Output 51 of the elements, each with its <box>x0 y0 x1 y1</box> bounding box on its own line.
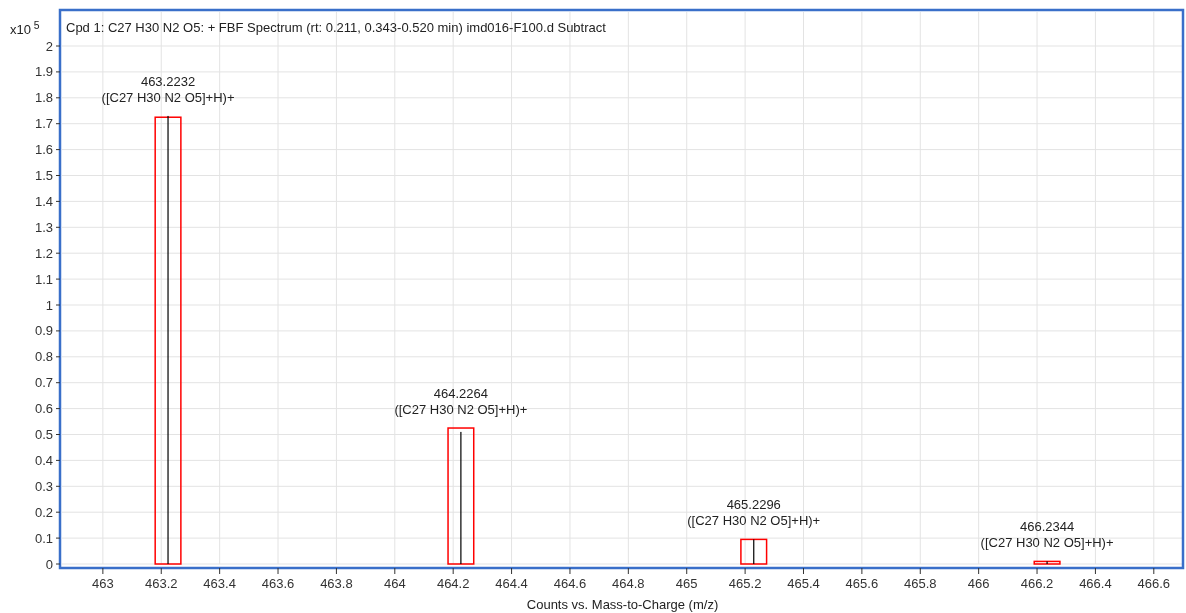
y-tick-label: 0.5 <box>34 427 53 443</box>
x-tick-label: 466.2 <box>1020 576 1054 591</box>
y-tick-label: 1.1 <box>34 271 53 287</box>
y-tick-label: 1.5 <box>34 168 53 184</box>
y-tick-label: 1.4 <box>34 193 53 209</box>
y-tick-label: 1 <box>45 297 53 313</box>
x-tick-label: 463.6 <box>261 576 295 591</box>
bar <box>740 538 768 565</box>
x-tick-label: 465.8 <box>903 576 937 591</box>
x-tick-label: 464.6 <box>553 576 587 591</box>
y-tick-label: 0.7 <box>34 375 53 391</box>
y-tick-label: 0.9 <box>34 323 53 339</box>
x-tick-label: 463.2 <box>144 576 178 591</box>
x-tick-label: 463.4 <box>203 576 236 591</box>
y-tick-label: 1.2 <box>34 245 53 261</box>
annotation: 465.2296 ([C27 H30 N2 O5]+H)+ <box>687 497 821 529</box>
bar <box>1033 560 1061 565</box>
y-tick-label: 1.7 <box>34 116 53 132</box>
annotation: 464.2264 ([C27 H30 N2 O5]+H)+ <box>394 386 528 418</box>
x-tick-label: 464 <box>383 576 406 591</box>
x-tick-label: 465 <box>675 576 698 591</box>
x-tick-label: 463 <box>92 576 114 591</box>
bar <box>447 427 475 565</box>
y-tick-label: 0.2 <box>34 504 53 520</box>
y-tick-label: 1.3 <box>34 219 53 235</box>
y-tick-label: 0.4 <box>34 452 53 468</box>
y-tick-label: 0.3 <box>34 478 53 494</box>
y-tick-label: 0.8 <box>34 349 53 365</box>
annotation: 466.2344 ([C27 H30 N2 O5]+H)+ <box>980 519 1114 551</box>
y-tick-label: 1.6 <box>34 142 53 158</box>
x-tick-label: 465.4 <box>787 576 820 591</box>
y-tick-label: 1.8 <box>34 90 53 106</box>
x-tick-label: 466 <box>967 576 990 591</box>
bar <box>154 116 182 565</box>
y-axis-title: x10$^{5}$ <box>10 19 40 37</box>
x-tick-label: 464.8 <box>612 576 645 591</box>
y-tick-label: 2 <box>45 38 53 54</box>
y-tick-label: 1.9 <box>34 64 53 80</box>
x-tick-label: 466.6 <box>1137 576 1171 591</box>
x-tick-label: 465.6 <box>845 576 879 591</box>
x-tick-label: 464.2 <box>436 576 470 591</box>
x-tick-label: 463.8 <box>320 576 353 591</box>
y-tick-label: 0 <box>45 556 53 572</box>
y-tick-label: 0.6 <box>34 401 53 417</box>
x-axis-title: Counts vs. Mass-to-Charge (m/z) <box>526 597 719 612</box>
x-tick-label: 464.4 <box>495 576 528 591</box>
x-tick-label: 465.2 <box>728 576 762 591</box>
chart-title: Cpd 1: C27 H30 N2 O5: + FBF Spectrum (rt: 0.211, 0.343-0.520 min) imd016-F100.d Subtract <box>66 20 607 35</box>
x-tick-label: 466.4 <box>1079 576 1112 591</box>
y-tick-label: 0.1 <box>34 530 53 546</box>
annotation: 463.2232 ([C27 H30 N2 O5]+H)+ <box>101 73 235 105</box>
